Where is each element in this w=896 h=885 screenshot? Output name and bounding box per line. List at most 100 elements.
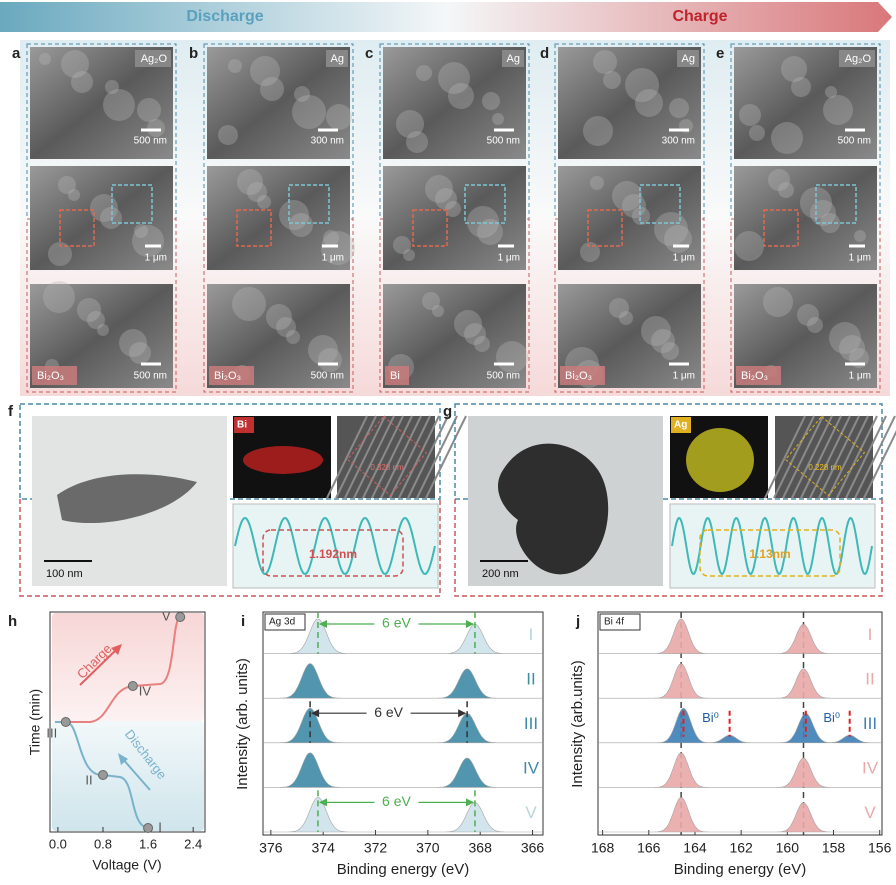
lattice-fringe (416, 415, 458, 499)
texture (651, 329, 675, 353)
arrow-head (311, 709, 320, 718)
texture (247, 182, 267, 202)
panel-letter: f (8, 403, 14, 420)
state-point (175, 612, 186, 622)
frame-top (203, 43, 354, 220)
texture (43, 281, 75, 313)
image-label: Ag (507, 53, 520, 65)
spectrum-label: I (529, 625, 534, 644)
spectrum (598, 663, 882, 699)
texture (635, 89, 663, 117)
spectrum (263, 752, 543, 788)
texture (71, 71, 93, 93)
texture (422, 292, 440, 310)
texture (232, 287, 266, 321)
texture (797, 304, 819, 326)
header-left: Discharge (186, 8, 263, 25)
label-bg (326, 50, 348, 67)
spectrum-label: III (524, 714, 538, 733)
x-tick-label: 2.4 (184, 836, 202, 851)
label-bg (209, 366, 254, 385)
texture (771, 122, 803, 154)
texture (228, 59, 242, 73)
label-bg (502, 50, 524, 67)
texture (425, 175, 453, 203)
label-bg (385, 366, 409, 385)
texture (619, 311, 633, 325)
line-profile (671, 516, 873, 576)
spectrum-label: I (868, 625, 873, 644)
label-bg (234, 417, 254, 433)
texture (739, 104, 761, 126)
image-label: Bi₂O₃ (214, 370, 241, 382)
zoom-box (288, 184, 330, 224)
x-tick-label: 372 (364, 840, 388, 856)
spectrum (598, 707, 882, 744)
state-label: III (46, 725, 57, 740)
panel-letter: b (189, 45, 198, 62)
lattice-fringe (398, 415, 440, 499)
frame-top (730, 43, 881, 220)
image-label: Bi₂O₃ (565, 370, 592, 382)
texture (87, 311, 105, 329)
frame-top (26, 43, 177, 220)
lattice-fringe (827, 415, 869, 499)
scale-label: 300 nm (662, 136, 695, 147)
texture (435, 188, 457, 210)
texture (100, 207, 122, 229)
frame-top (554, 43, 705, 220)
label-bg (32, 366, 77, 385)
texture (105, 80, 119, 94)
texture (292, 95, 326, 129)
lattice-fringe (863, 430, 896, 499)
image-label: Bi₂O₃ (741, 370, 768, 382)
x-tick-label: 158 (822, 840, 846, 856)
texture (632, 207, 650, 225)
lattice-fringe (344, 415, 386, 499)
lattice-label: 0.228 nm (808, 463, 842, 472)
sem-image (207, 166, 350, 270)
image-label: Ag (331, 53, 344, 65)
label-bg (135, 50, 171, 67)
texture (496, 341, 528, 373)
lattice-fringe (764, 415, 806, 499)
texture (669, 98, 689, 118)
label-bg (366, 705, 411, 722)
texture (77, 298, 101, 322)
lattice-fringe (800, 415, 842, 499)
texture (403, 249, 415, 261)
lattice-fringe (791, 415, 833, 499)
state-label: I (158, 819, 162, 834)
charge-region (52, 613, 204, 721)
spectrum-label: II (526, 669, 535, 688)
state-point (97, 770, 108, 780)
spectrum-label: IV (523, 759, 540, 778)
zoom-box (59, 209, 95, 247)
zoom-box (815, 184, 857, 224)
texture (103, 89, 135, 121)
fringe-box (346, 415, 428, 497)
fringe-box (784, 415, 866, 497)
label-bg (677, 50, 699, 67)
label-bg (374, 616, 419, 632)
label-bg (374, 794, 419, 811)
arrow-head (458, 709, 467, 718)
x-tick-label: 368 (469, 840, 493, 856)
spectrum (263, 797, 543, 833)
texture (603, 71, 621, 89)
sem-image (558, 166, 701, 270)
line-profile (234, 516, 436, 576)
panel-letter: a (12, 45, 21, 62)
texture (266, 304, 292, 330)
zoom-box (763, 209, 799, 247)
texture (590, 176, 604, 190)
texture (416, 65, 432, 81)
scale-label: 500 nm (311, 371, 344, 382)
texture (257, 195, 271, 209)
x-tick-label: 366 (521, 840, 545, 856)
period-label: 1.13nm (749, 547, 790, 561)
texture (854, 230, 866, 242)
texture (39, 53, 51, 65)
texture (260, 77, 284, 101)
zoom-box (412, 209, 448, 247)
